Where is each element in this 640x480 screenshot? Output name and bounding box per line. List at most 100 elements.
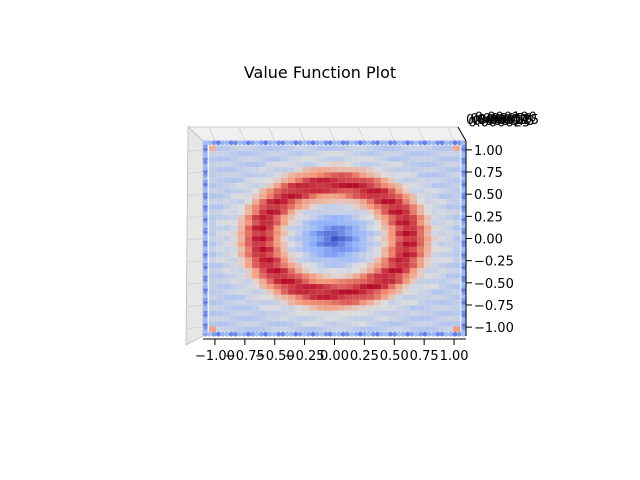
surface-cell [359, 145, 368, 152]
surface-cell [266, 251, 275, 258]
surface-cell [388, 155, 396, 162]
x-tick-label: −0.75 [225, 349, 265, 364]
surface-cell [316, 310, 325, 317]
surface-cell [388, 198, 396, 205]
surface-cell [366, 177, 375, 184]
surface-cell [402, 155, 411, 162]
surface-cell [237, 219, 246, 226]
surface-cell [280, 198, 289, 205]
surface-edge-point [263, 331, 268, 337]
surface-cell [431, 310, 439, 317]
surface-cell [395, 326, 404, 333]
surface-cell [359, 224, 368, 232]
surface-cell [445, 315, 454, 322]
surface-cell [287, 320, 296, 327]
surface-edge-point [375, 331, 380, 337]
surface-cell [352, 272, 361, 279]
surface-cell [452, 256, 461, 263]
surface-cell [452, 203, 461, 210]
surface-cell [395, 299, 404, 306]
surface-cell [230, 256, 239, 263]
surface-cell [266, 209, 275, 216]
surface-cell [380, 182, 389, 189]
surface-cell [423, 272, 432, 279]
surface-cell [359, 182, 368, 189]
surface-cell [280, 304, 289, 311]
surface-cell [380, 177, 389, 184]
surface-cell [409, 288, 418, 295]
surface-edge-point [409, 140, 415, 146]
surface-edge-point [306, 331, 312, 337]
surface-cell [337, 267, 346, 274]
surface-cell [416, 326, 425, 333]
surface-cell [395, 214, 404, 221]
surface-cell [237, 235, 246, 242]
surface-cell [230, 320, 239, 327]
surface-cell [230, 246, 239, 253]
surface-cell [230, 272, 239, 279]
surface-cell [452, 145, 461, 152]
surface-cell [287, 171, 296, 178]
surface-cell [352, 230, 361, 237]
surface-cell [208, 182, 217, 189]
surface-edge-point [396, 331, 402, 337]
surface-cell [409, 310, 418, 317]
surface-cell [316, 166, 325, 173]
surface-cell [416, 315, 425, 322]
surface-cell [266, 267, 275, 274]
surface-cell [345, 224, 353, 232]
surface-cell [395, 145, 404, 152]
surface-cell [280, 203, 289, 210]
surface-cell [416, 278, 425, 285]
surface-cell [352, 187, 361, 194]
surface-cell [373, 145, 382, 152]
y-tick-label: −1.00 [474, 321, 514, 336]
surface-cell [266, 246, 275, 253]
surface-cell [323, 230, 332, 237]
surface-cell [373, 251, 382, 258]
surface-cell [215, 150, 224, 157]
surface-cell [258, 299, 267, 306]
surface-cell [359, 198, 368, 205]
surface-cell [294, 240, 303, 247]
surface-cell [244, 145, 253, 152]
surface-cell [395, 304, 404, 311]
surface-edge-point [401, 331, 406, 337]
surface-cell [316, 198, 325, 205]
surface-cell [251, 288, 260, 295]
surface-cell [345, 177, 353, 184]
surface-cell [345, 219, 353, 226]
surface-cell [230, 155, 239, 162]
surface-edge-point [293, 140, 299, 146]
surface-cell [373, 288, 382, 295]
surface-cell [251, 299, 260, 306]
surface-cell [373, 304, 382, 311]
surface-cell [215, 267, 224, 274]
surface-cell [280, 193, 289, 200]
surface-cell [302, 203, 310, 210]
pane-gridline [187, 260, 204, 263]
surface-cell [215, 294, 224, 301]
surface-cell [244, 246, 253, 253]
pane-gridline [187, 282, 204, 285]
surface-cell [452, 230, 461, 237]
pane-gridline [268, 126, 276, 142]
surface-cell [402, 283, 411, 290]
surface-cell [273, 161, 282, 168]
surface-cell [280, 246, 289, 253]
surface-edge-point [461, 331, 466, 337]
surface-cell [294, 230, 303, 237]
surface-edge-point [379, 140, 385, 146]
surface-cell [280, 256, 289, 263]
surface-cell [280, 230, 289, 237]
surface-cell [445, 320, 454, 327]
surface-cell [352, 145, 361, 152]
surface-cell [309, 219, 318, 226]
surface-cell [330, 177, 339, 184]
surface-cell [223, 171, 231, 178]
surface-cell [445, 155, 454, 162]
surface-cell [409, 278, 418, 285]
surface-cell [208, 267, 217, 274]
surface-cell [395, 278, 404, 285]
surface-cell [316, 224, 325, 232]
